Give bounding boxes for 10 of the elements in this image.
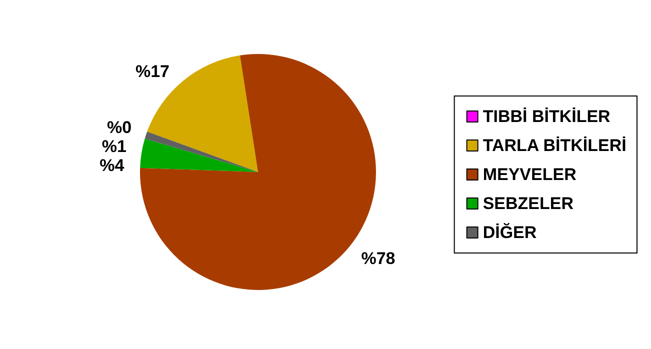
legend-label: DİĞER xyxy=(482,222,537,242)
legend-label: SEBZELER xyxy=(482,194,574,213)
data-label: %17 xyxy=(135,62,170,82)
legend-label: MEYVELER xyxy=(482,165,576,184)
data-label: %4 xyxy=(100,156,125,176)
data-label: %78 xyxy=(361,248,396,268)
text: %0 xyxy=(106,118,132,138)
data-label: %1 xyxy=(102,137,126,156)
legend-label: TARLA BİTKİLERİ xyxy=(482,136,626,155)
legend-label: TIBBİ BİTKİLER xyxy=(482,107,610,126)
